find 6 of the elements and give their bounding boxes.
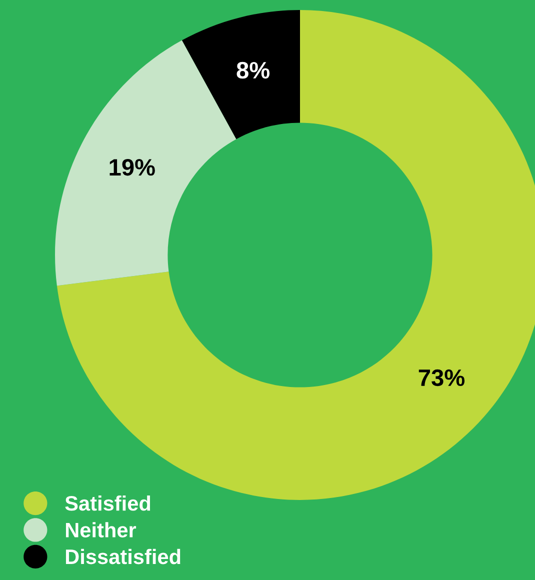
legend-label: Satisfied xyxy=(65,495,150,511)
data-label: 19% xyxy=(110,158,155,176)
data-label: 73% xyxy=(418,369,465,386)
legend-label: Dissatisfied xyxy=(66,548,180,564)
data-label: 8% xyxy=(236,62,270,79)
legend-label: Neither xyxy=(66,522,136,538)
